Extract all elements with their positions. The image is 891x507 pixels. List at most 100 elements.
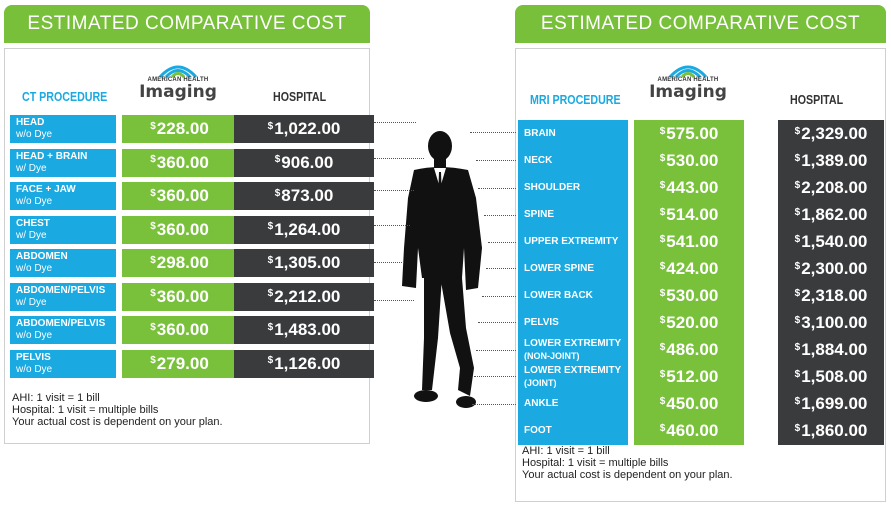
- mri-logo-big-text: Imaging: [649, 82, 727, 102]
- procedure-note: w/ Dye: [16, 162, 47, 174]
- procedure-name: LOWER SPINE: [524, 263, 595, 274]
- ct-panel-title: ESTIMATED COMPARATIVE COST: [4, 5, 370, 43]
- connector-line: [478, 188, 516, 189]
- price-value: 460.00: [666, 421, 719, 440]
- procedure-note: w/o Dye: [16, 330, 53, 341]
- currency-symbol: $: [794, 233, 801, 245]
- currency-symbol: $: [150, 254, 156, 266]
- procedure-cell: HEAD w/o Dye: [10, 115, 116, 143]
- connector-line: [484, 215, 516, 216]
- connector-line: [374, 300, 414, 301]
- procedure-cell: PELVIS: [518, 309, 628, 337]
- procedure-name: HEAD: [16, 117, 45, 128]
- ct-cost-panel: [4, 48, 370, 444]
- procedure-name: ABDOMEN/PELVIS: [16, 318, 106, 329]
- price-value: 1,884.00: [801, 340, 868, 359]
- connector-line: [486, 268, 516, 269]
- currency-symbol: $: [794, 152, 801, 164]
- price-value: 3,100.00: [801, 313, 868, 332]
- currency-symbol: $: [659, 395, 666, 407]
- currency-symbol: $: [267, 288, 274, 299]
- procedure-note: w/ Dye: [16, 296, 47, 308]
- price-value: 1,540.00: [801, 232, 868, 251]
- procedure-name: CHEST: [16, 217, 50, 229]
- price-value: 541.00: [666, 232, 719, 251]
- mri-panel-title: ESTIMATED COMPARATIVE COST: [515, 5, 886, 43]
- ahi-price-cell: $424.00: [634, 255, 744, 283]
- price-value: 360.00: [156, 286, 209, 306]
- price-value: 1,860.00: [801, 421, 868, 440]
- mri-procedure-header: MRI PROCEDURE: [530, 92, 621, 107]
- price-value: 2,318.00: [801, 286, 868, 305]
- table-row: HEAD w/o Dye $228.00 $1,022.00: [10, 115, 374, 143]
- currency-symbol: $: [794, 422, 801, 434]
- ahi-price-cell: $360.00: [122, 148, 237, 177]
- procedure-cell: CHEST w/ Dye: [10, 215, 116, 244]
- table-row: ABDOMEN w/o Dye $298.00 $1,305.00: [10, 249, 374, 277]
- currency-symbol: $: [267, 221, 274, 232]
- currency-symbol: $: [267, 355, 274, 366]
- ahi-price-cell: $512.00: [634, 363, 744, 391]
- connector-line: [478, 322, 516, 323]
- procedure-name: PELVIS: [524, 317, 559, 328]
- hospital-price-cell: $2,212.00: [234, 282, 374, 311]
- currency-symbol: $: [794, 125, 801, 137]
- currency-symbol: $: [794, 395, 801, 407]
- currency-symbol: $: [659, 260, 666, 272]
- ahi-price-cell: $279.00: [122, 349, 237, 378]
- currency-symbol: $: [794, 260, 801, 272]
- price-value: 360.00: [156, 152, 209, 172]
- procedure-note: (NON-JOINT): [524, 351, 580, 361]
- ahi-price-cell: $460.00: [634, 417, 744, 445]
- currency-symbol: $: [150, 221, 156, 232]
- hospital-price-cell: $1,860.00: [778, 417, 884, 445]
- price-value: 1,699.00: [801, 394, 868, 413]
- hospital-price-cell: $2,318.00: [778, 282, 884, 310]
- table-row: ANKLE $450.00 $1,699.00: [518, 390, 884, 418]
- table-row: LOWER EXTREMITY (NON-JOINT) $486.00 $1,884.…: [518, 336, 884, 364]
- hospital-price-cell: $1,540.00: [778, 228, 884, 256]
- procedure-note: w/o Dye: [16, 263, 53, 274]
- connector-line: [476, 350, 516, 351]
- price-value: 2,329.00: [801, 124, 868, 143]
- hospital-price-cell: $1,022.00: [234, 115, 374, 143]
- table-row: ABDOMEN/PELVIS w/ Dye $360.00 $2,212.00: [10, 282, 374, 311]
- procedure-cell: ABDOMEN/PELVIS w/ Dye: [10, 282, 116, 311]
- price-value: 873.00: [281, 186, 334, 205]
- price-value: 1,126.00: [274, 353, 341, 373]
- mri-notes: AHI: 1 visit = 1 bill Hospital: 1 visit …: [522, 445, 733, 481]
- ct-logo-big-text: Imaging: [139, 82, 217, 102]
- mri-note-2: Hospital: 1 visit = multiple bills: [522, 457, 669, 469]
- currency-symbol: $: [150, 187, 156, 199]
- ct-note-2: Hospital: 1 visit = multiple bills: [12, 404, 159, 416]
- procedure-cell: ABDOMEN/PELVIS w/o Dye: [10, 316, 116, 344]
- mri-logo: AMERICAN HEALTH Imaging: [648, 55, 728, 105]
- procedure-cell: FOOT: [518, 417, 628, 445]
- ahi-price-cell: $360.00: [122, 182, 237, 210]
- procedure-cell: SHOULDER: [518, 174, 628, 202]
- table-row: UPPER EXTREMITY $541.00 $1,540.00: [518, 228, 884, 256]
- ct-logo: AMERICAN HEALTH Imaging: [138, 55, 218, 105]
- procedure-name: BRAIN: [524, 128, 556, 139]
- connector-line: [374, 262, 404, 263]
- ahi-price-cell: $360.00: [122, 215, 237, 244]
- price-value: 2,208.00: [801, 178, 868, 197]
- table-row: SHOULDER $443.00 $2,208.00: [518, 174, 884, 202]
- businessman-silhouette-icon: [402, 131, 482, 408]
- price-value: 360.00: [156, 219, 209, 239]
- procedure-note: w/o Dye: [16, 196, 53, 207]
- connector-line: [470, 132, 516, 133]
- currency-symbol: $: [267, 321, 274, 333]
- hospital-price-cell: $1,389.00: [778, 147, 884, 175]
- ct-logo-small-text: AMERICAN HEALTH: [147, 77, 209, 83]
- price-value: 575.00: [666, 124, 719, 143]
- procedure-name: ANKLE: [524, 398, 559, 409]
- connector-line: [474, 376, 516, 377]
- connector-line: [374, 122, 416, 123]
- currency-symbol: $: [659, 179, 666, 191]
- procedure-cell: LOWER EXTREMITY (JOINT): [518, 363, 628, 391]
- procedure-note: w/o Dye: [16, 363, 53, 375]
- currency-symbol: $: [794, 368, 801, 380]
- table-row: FACE + JAW w/o Dye $360.00 $873.00: [10, 182, 374, 210]
- procedure-name: FACE + JAW: [16, 184, 76, 195]
